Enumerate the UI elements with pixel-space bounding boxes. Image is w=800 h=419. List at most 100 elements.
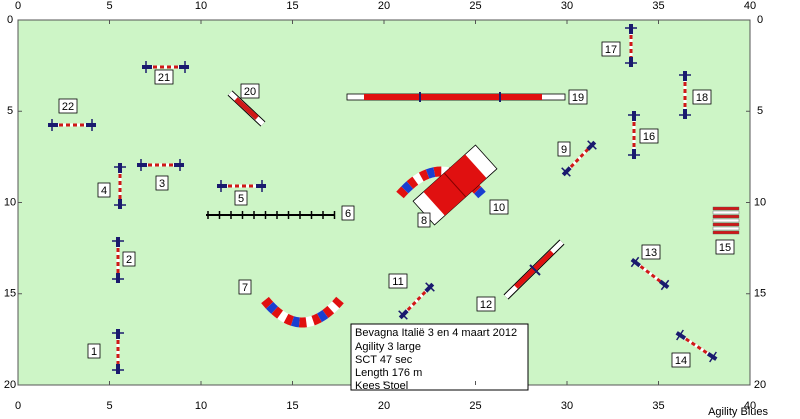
obstacle-label: 20 — [244, 86, 256, 98]
jump-post — [425, 282, 435, 292]
x-tick-label: 5 — [106, 0, 112, 12]
seesaw-pivot — [529, 264, 541, 276]
jump-post — [587, 140, 597, 150]
info-box-frame — [350, 323, 529, 391]
x-tick-label: 30 — [561, 0, 573, 12]
label-box — [671, 352, 691, 368]
jump-post — [398, 310, 408, 320]
tire-stripe — [712, 222, 740, 227]
a-frame-apex — [443, 172, 467, 198]
y-tick-label: 10 — [754, 196, 766, 208]
jump-post — [709, 351, 717, 363]
obstacle-label: 8 — [421, 215, 427, 227]
footer: Agility Blues — [708, 406, 768, 418]
obstacle-label: 6 — [345, 208, 351, 220]
x-tick-label: 35 — [652, 400, 664, 412]
x-tick-label: 10 — [195, 400, 207, 412]
obstacle-label: 2 — [126, 254, 132, 266]
obstacle-label: 12 — [480, 299, 492, 311]
y-tick-label: 0 — [7, 14, 13, 26]
obstacle-label: 19 — [572, 92, 584, 104]
label-box — [240, 83, 260, 99]
tire-stripe — [712, 230, 740, 235]
jump-bar — [564, 143, 594, 174]
obstacle — [234, 97, 259, 120]
jump-bar — [401, 285, 432, 317]
x-tick-label: 25 — [469, 400, 481, 412]
label-box — [97, 182, 111, 198]
jump-wing — [706, 352, 718, 361]
obstacle-label: 14 — [675, 355, 687, 367]
label-box — [388, 273, 408, 289]
x-tick-label: 15 — [286, 0, 298, 12]
label-box — [417, 212, 431, 228]
x-tick-label: 0 — [15, 400, 21, 412]
tire-stripe — [712, 214, 740, 219]
jump-wing — [675, 331, 687, 340]
label-box — [557, 141, 571, 157]
label-box — [641, 244, 661, 260]
info-box: Bevagna Italië 3 en 4 maart 2012 Agility… — [350, 323, 529, 392]
y-tick-label: 5 — [7, 105, 13, 117]
y-tick-label: 20 — [4, 379, 16, 391]
jump-wing — [630, 257, 641, 268]
x-tick-label: 40 — [744, 0, 756, 12]
y-tick-label: 15 — [754, 288, 766, 300]
info-line: SCT 47 sec — [355, 354, 413, 366]
y-tick-label: 0 — [757, 14, 763, 26]
tire-stripe — [712, 206, 740, 211]
obstacle-label: 9 — [561, 144, 567, 156]
x-tick-label: 25 — [469, 0, 481, 12]
label-box — [692, 89, 712, 105]
obstacle-label: 21 — [158, 72, 170, 84]
obstacle-label: 4 — [101, 185, 107, 197]
label-box — [601, 41, 621, 57]
y-tick-label: 5 — [757, 105, 763, 117]
jump-wing — [424, 282, 435, 293]
obstacle-label: 15 — [719, 242, 731, 254]
x-tick-label: 20 — [378, 400, 390, 412]
info-line: Bevagna Italië 3 en 4 maart 2012 — [355, 327, 517, 339]
obstacle-label: 7 — [242, 282, 248, 294]
info-line: Kees Stoel — [355, 380, 408, 392]
obstacle-label: 18 — [696, 92, 708, 104]
jump-post — [676, 329, 684, 341]
x-tick-label: 5 — [106, 400, 112, 412]
label-box — [489, 199, 509, 215]
y-tick-label: 15 — [4, 288, 16, 300]
obstacle-label: 5 — [238, 193, 244, 205]
label-box — [58, 98, 78, 114]
label-box — [234, 190, 248, 206]
x-tick-label: 30 — [561, 400, 573, 412]
tire-stripe — [712, 210, 740, 215]
x-tick-label: 20 — [378, 0, 390, 12]
obstacle-label: 1 — [91, 346, 97, 358]
label-box — [122, 251, 136, 267]
label-box — [155, 175, 169, 191]
jump-wing — [561, 166, 572, 177]
label-box — [639, 128, 659, 144]
label-box — [238, 279, 252, 295]
info-line: Length 176 m — [355, 367, 422, 379]
jump-wing — [659, 279, 670, 290]
label-box — [715, 239, 735, 255]
label-box — [341, 205, 355, 221]
x-tick-label: 15 — [286, 400, 298, 412]
tunnel — [261, 296, 344, 328]
obstacles — [48, 24, 740, 374]
jump-post — [630, 256, 640, 268]
obstacle-label: 17 — [605, 44, 617, 56]
info-line: Agility 3 large — [355, 341, 421, 353]
label-box — [154, 69, 174, 85]
jump-post — [561, 167, 571, 177]
label-box — [568, 89, 588, 105]
tire-stripe — [712, 226, 740, 231]
jump-bar — [634, 260, 666, 287]
obstacle-label: 3 — [159, 178, 165, 190]
tunnel — [261, 296, 344, 328]
obstacle-label: 16 — [643, 131, 655, 143]
x-tick-label: 35 — [652, 0, 664, 12]
jump-wing — [398, 309, 409, 320]
